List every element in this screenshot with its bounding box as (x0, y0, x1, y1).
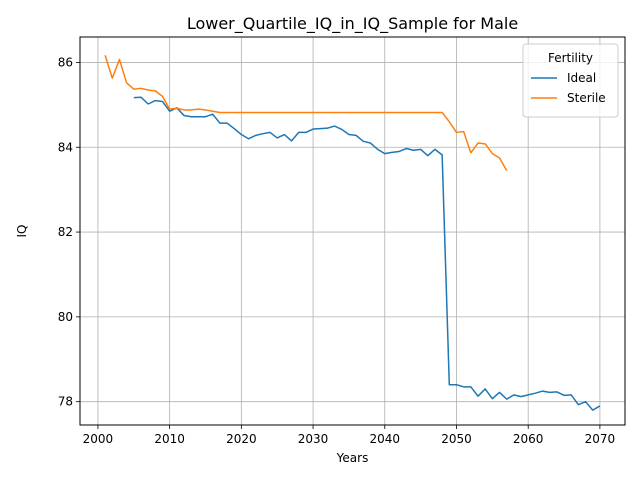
chart-title: Lower_Quartile_IQ_in_IQ_Sample for Male (187, 14, 518, 34)
y-tick-label: 84 (58, 140, 73, 154)
legend-items: Ideal Sterile (531, 71, 606, 105)
x-tick-label: 2060 (513, 432, 544, 446)
legend: Fertility Ideal Sterile (522, 43, 619, 118)
legend-label-ideal: Ideal (567, 71, 596, 85)
y-axis-label: IQ (15, 225, 29, 238)
x-tick-label: 2040 (369, 432, 400, 446)
legend-title: Fertility (548, 51, 593, 65)
x-axis-label: Years (336, 451, 369, 465)
plot-area-frame (79, 36, 626, 426)
series-line-ideal (133, 96, 601, 411)
y-tick-label: 86 (58, 55, 73, 69)
series-lines (104, 55, 601, 411)
y-tick-label: 82 (58, 225, 73, 239)
x-tick-label: 2010 (154, 432, 185, 446)
y-tick-label: 78 (58, 395, 73, 409)
x-tick-label: 2070 (585, 432, 616, 446)
x-axis-ticks: 2000 2010 2020 2030 2040 2050 2060 2070 (83, 425, 616, 446)
x-tick-label: 2000 (83, 432, 114, 446)
y-tick-label: 80 (58, 310, 73, 324)
y-axis-ticks: 78 80 82 84 86 (58, 55, 80, 409)
x-tick-label: 2050 (441, 432, 472, 446)
x-tick-label: 2030 (298, 432, 329, 446)
legend-label-sterile: Sterile (567, 91, 606, 105)
series-line-sterile (104, 55, 508, 171)
x-tick-label: 2020 (226, 432, 257, 446)
